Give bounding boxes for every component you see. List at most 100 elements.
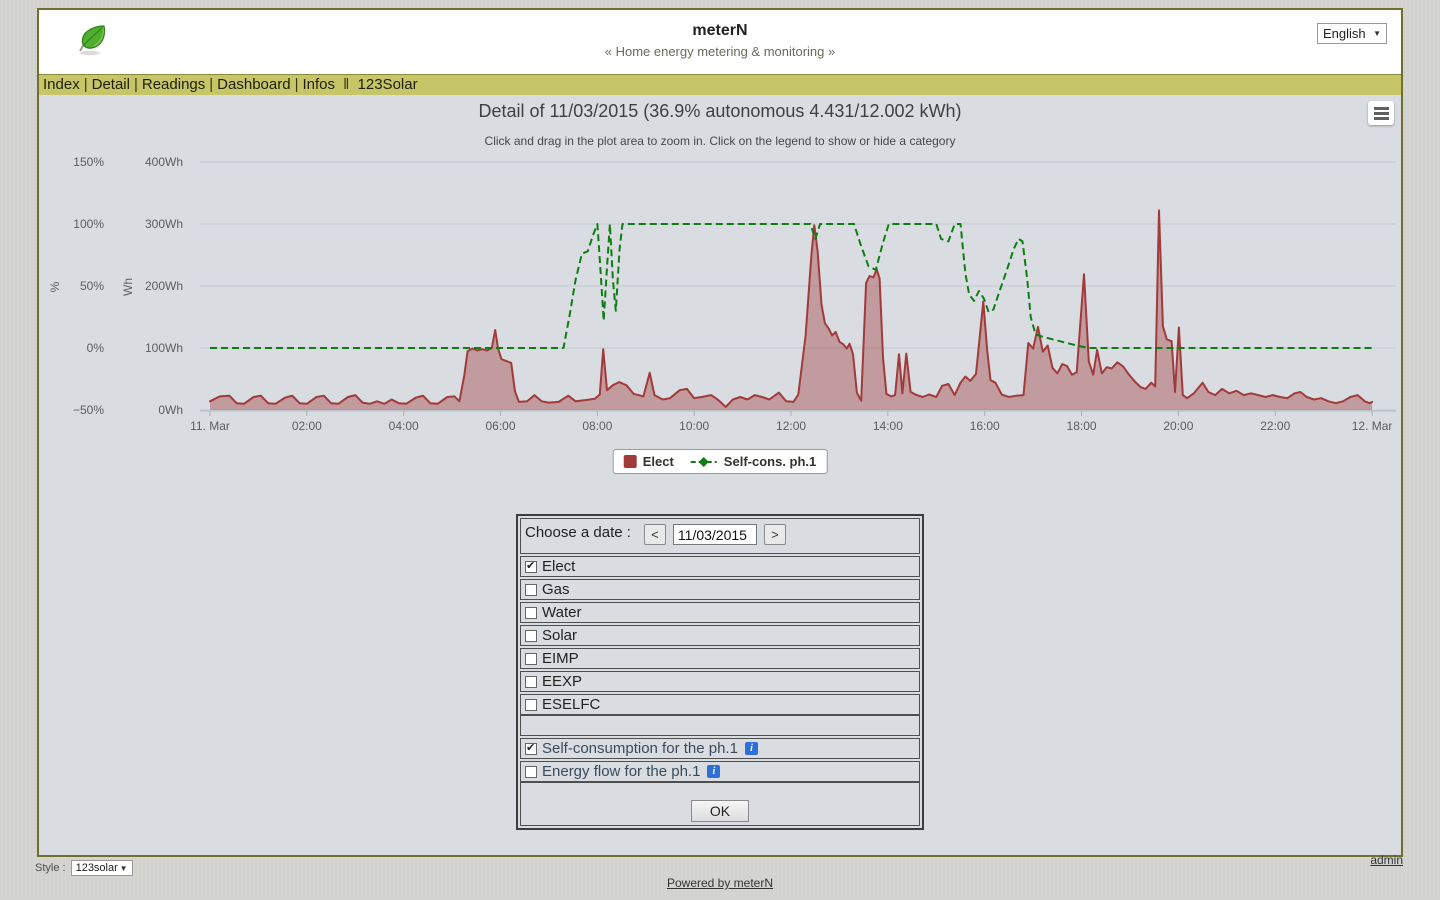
- nav-double-separator: ‖: [339, 76, 354, 93]
- date-input[interactable]: [672, 524, 757, 545]
- hamburger-icon: [1373, 116, 1389, 120]
- chart-y-axis-labels: 400Wh 150% 300Wh 100% 200Wh 50% 100Wh 0% 0Wh −50%: [73, 155, 183, 417]
- spacer-row: [520, 715, 920, 736]
- meter-row-solar: Solar: [520, 625, 920, 646]
- checkbox-water[interactable]: [525, 606, 537, 619]
- admin-link[interactable]: admin: [1370, 853, 1403, 867]
- nav-item-123solar[interactable]: 123Solar: [357, 76, 418, 93]
- legend-label: Self-cons. ph.1: [723, 454, 817, 469]
- meter-label: Solar: [542, 627, 578, 644]
- chart-x-axis-labels: 11. Mar 02:00 04:00 06:00 08:00 10:00 12:00 14:…: [190, 411, 1392, 433]
- meter-label: Gas: [542, 581, 570, 598]
- pct-tick-label: 0%: [87, 341, 105, 355]
- app-title: meterN: [692, 22, 748, 39]
- checkbox-phase-0[interactable]: [525, 741, 537, 755]
- meter-row-eimp: EIMP: [520, 648, 920, 669]
- ok-button[interactable]: OK: [691, 800, 749, 822]
- pct-tick-label: 100%: [73, 217, 104, 231]
- language-select[interactable]: English ▼: [1317, 23, 1387, 44]
- style-picker: Style : 123solar ▼: [35, 860, 133, 876]
- hamburger-icon: [1373, 106, 1389, 110]
- x-tick-label: 12:00: [776, 419, 806, 433]
- date-and-meter-form: Choose a date : < > Elect Gas Water Solar EI…: [516, 514, 924, 830]
- x-tick-label: 11. Mar: [190, 419, 230, 433]
- powered-by-link[interactable]: Powered by meterN: [666, 876, 774, 890]
- meter-row-elect: Elect: [520, 556, 920, 577]
- prev-day-button[interactable]: <: [643, 524, 666, 545]
- meter-label: Water: [542, 604, 582, 621]
- meter-row-eselfc: ESELFC: [520, 694, 920, 715]
- style-label: Style :: [35, 862, 66, 874]
- legend-item-self-cons-ph-1[interactable]: Self-cons. ph.1: [690, 454, 816, 469]
- style-select[interactable]: 123solar ▼: [70, 860, 133, 876]
- x-tick-label: 12. Mar: [1352, 419, 1393, 433]
- checkbox-solar[interactable]: [525, 629, 537, 642]
- chevron-down-icon: ▼: [119, 863, 128, 873]
- nav-separator: |: [294, 76, 299, 93]
- wh-axis-title: Wh: [121, 278, 135, 296]
- style-select-value: 123solar: [75, 862, 118, 874]
- meter-row-water: Water: [520, 602, 920, 623]
- wh-tick-label: 0Wh: [158, 403, 183, 417]
- nav-separator: |: [83, 76, 88, 93]
- legend-square-marker: [623, 455, 637, 468]
- info-icon[interactable]: i: [707, 765, 721, 778]
- chart-export-menu-button[interactable]: [1368, 101, 1394, 125]
- main-nav: Index | Detail | Readings | Dashboard | Infos ‖ …: [39, 74, 1401, 95]
- checkbox-elect[interactable]: [525, 559, 537, 573]
- chart-title: Detail of 11/03/2015 (36.9% autonomous 4…: [479, 101, 962, 121]
- ok-row: OK: [520, 782, 920, 826]
- pct-tick-label: −50%: [73, 403, 104, 417]
- meter-checkbox-list: Elect Gas Water Solar EIMP EEXP ESELFC: [520, 556, 920, 715]
- language-select-value: English: [1323, 26, 1366, 41]
- legend-dashed-diamond-marker: [690, 456, 717, 467]
- meter-label: Elect: [542, 558, 576, 575]
- x-tick-label: 16:00: [970, 419, 1000, 433]
- nav-item-dashboard[interactable]: Dashboard: [217, 76, 291, 93]
- pct-tick-label: 50%: [80, 279, 104, 293]
- meter-row-eexp: EEXP: [520, 671, 920, 692]
- meter-label: ESELFC: [542, 696, 601, 713]
- hamburger-icon: [1373, 111, 1389, 115]
- next-day-button[interactable]: >: [763, 524, 786, 545]
- chart-legend: Elect Self-cons. ph.1: [612, 449, 828, 474]
- meterN-app-window: meterN « Home energy metering & monitori…: [37, 8, 1403, 857]
- chart-page-body: Detail of 11/03/2015 (36.9% autonomous 4…: [39, 95, 1401, 855]
- nav-item-detail[interactable]: Detail: [91, 76, 130, 93]
- meter-row-gas: Gas: [520, 579, 920, 600]
- x-tick-label: 22:00: [1260, 419, 1290, 433]
- x-tick-label: 04:00: [389, 419, 419, 433]
- checkbox-eimp[interactable]: [525, 652, 537, 665]
- app-subtitle: « Home energy metering & monitoring »: [604, 44, 836, 59]
- chart-subtitle: Click and drag in the plot area to zoom …: [485, 134, 956, 148]
- legend-label: Elect: [642, 454, 674, 469]
- checkbox-phase-1[interactable]: [525, 765, 537, 778]
- phase-label: Energy flow for the ph.1: [542, 763, 701, 780]
- legend-item-elect[interactable]: Elect: [623, 454, 674, 469]
- checkbox-gas[interactable]: [525, 583, 537, 596]
- x-tick-label: 18:00: [1067, 419, 1097, 433]
- checkbox-eselfc[interactable]: [525, 698, 537, 711]
- x-tick-label: 02:00: [292, 419, 322, 433]
- app-header: meterN « Home energy metering & monitori…: [39, 10, 1401, 74]
- energy-detail-chart[interactable]: Detail of 11/03/2015 (36.9% autonomous 4…: [39, 95, 1401, 445]
- wh-tick-label: 400Wh: [145, 155, 183, 169]
- chart-series: [209, 209, 1374, 410]
- phase-label: Self-consumption for the ph.1: [542, 740, 738, 757]
- date-row: Choose a date : < >: [520, 518, 920, 554]
- elect-area-fill: [210, 210, 1373, 410]
- x-tick-label: 20:00: [1163, 419, 1193, 433]
- nav-item-infos[interactable]: Infos: [302, 76, 335, 93]
- nav-item-readings[interactable]: Readings: [141, 76, 206, 93]
- phase-row-0: Self-consumption for the ph.1 i: [520, 738, 920, 759]
- meter-label: EEXP: [542, 673, 583, 690]
- chart-gridlines: [200, 161, 1396, 412]
- info-icon[interactable]: i: [744, 742, 758, 755]
- choose-date-label: Choose a date :: [525, 524, 631, 541]
- phase-row-1: Energy flow for the ph.1 i: [520, 761, 920, 782]
- checkbox-eexp[interactable]: [525, 675, 537, 688]
- self-cons-series-line: [210, 223, 1373, 349]
- nav-item-index[interactable]: Index: [43, 76, 80, 93]
